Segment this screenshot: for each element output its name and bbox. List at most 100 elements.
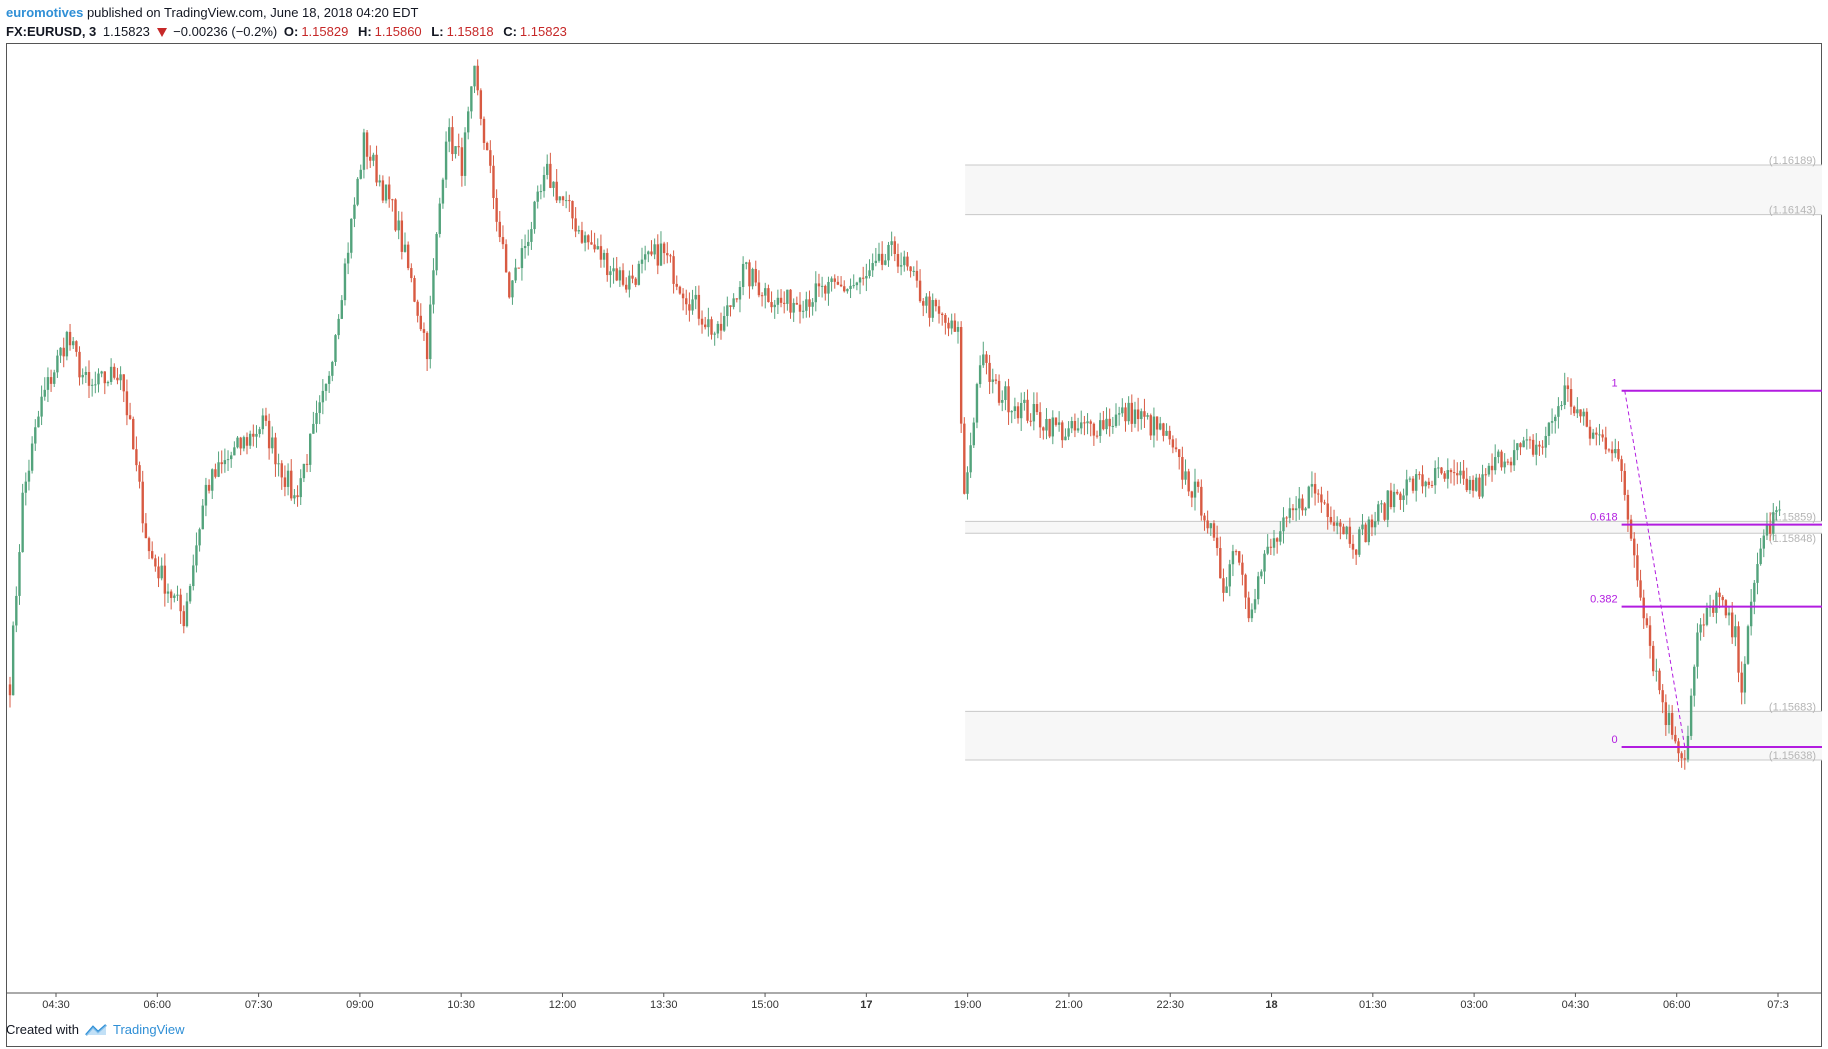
candle-body: [1269, 546, 1273, 548]
candle-body: [760, 295, 764, 297]
candle-body: [1484, 474, 1487, 476]
candle-body: [786, 289, 789, 304]
candle-body: [34, 427, 37, 444]
candle-body: [1206, 520, 1209, 529]
time-axis-label: 07:30: [245, 999, 273, 1011]
candle-body: [65, 331, 69, 357]
candle-body: [1699, 624, 1702, 633]
candle-body: [1737, 626, 1740, 673]
ohlc-line: FX:EURUSD, 3 1.15823 −0.00236 (−0.2%) O:…: [6, 23, 1816, 40]
time-axis-label: 21:00: [1055, 999, 1083, 1011]
candle-body: [1538, 444, 1541, 447]
candle-body: [982, 354, 985, 366]
time-axis-label: 12:00: [549, 999, 577, 1011]
candle-body: [473, 65, 476, 87]
candle-body: [805, 299, 808, 311]
candle-body: [1257, 576, 1260, 600]
candle-body: [1326, 503, 1329, 517]
candle-body: [43, 389, 46, 397]
candle-body: [416, 301, 419, 316]
candle-body: [343, 263, 347, 301]
candle-body: [609, 271, 612, 276]
candle-body: [1099, 420, 1102, 436]
candle-body: [1370, 519, 1374, 528]
candle-body: [1573, 406, 1576, 414]
candle-body: [1294, 508, 1298, 511]
low-value: 1.15818: [446, 24, 494, 39]
candle-body: [394, 199, 397, 231]
candle-body: [1361, 524, 1364, 530]
candle-body: [97, 373, 100, 385]
candle-body: [1016, 406, 1020, 419]
candle-body: [776, 297, 780, 305]
candle-body: [1452, 472, 1456, 474]
candle-body: [299, 478, 302, 498]
candle-body: [795, 302, 799, 305]
candle-body: [1636, 555, 1639, 581]
candle-body: [160, 565, 163, 579]
candle-body: [327, 375, 331, 384]
candle-body: [539, 191, 543, 193]
candle-body: [1718, 592, 1721, 597]
candle-body: [1661, 690, 1664, 703]
time-axis-label: 04:30: [1562, 999, 1590, 1011]
candle-body: [1083, 422, 1086, 424]
candle-body: [1598, 434, 1601, 436]
candle-body: [1386, 490, 1389, 520]
candle-body: [245, 437, 249, 446]
candle-body: [30, 443, 34, 471]
candle-body: [293, 495, 296, 499]
candle-body: [400, 220, 404, 252]
candle-body: [312, 423, 315, 434]
chart-frame[interactable]: [6, 43, 1822, 1047]
candle-body: [403, 244, 407, 252]
candle-body: [650, 251, 653, 255]
candle-body: [691, 299, 694, 311]
author-link[interactable]: euromotives: [6, 5, 84, 20]
time-axis-label: 03:00: [1460, 999, 1488, 1011]
candle-body: [21, 492, 24, 553]
candle-body: [571, 200, 574, 219]
candle-body: [252, 433, 255, 437]
candle-body: [438, 203, 441, 234]
candle-body: [274, 437, 277, 465]
candle-body: [764, 288, 767, 296]
candle-body: [1127, 402, 1130, 422]
candle-body: [1042, 427, 1045, 431]
candle-body: [195, 545, 198, 566]
candle-body: [814, 283, 817, 303]
candle-body: [217, 462, 220, 477]
candle-body: [634, 278, 637, 285]
candle-body: [163, 565, 167, 594]
candle-body: [555, 181, 558, 201]
candle-body: [37, 416, 40, 428]
candle-body: [1247, 597, 1250, 619]
candle-body: [688, 304, 691, 311]
candle-body: [1095, 435, 1099, 437]
candle-body: [817, 283, 821, 287]
candle-body: [1614, 448, 1617, 454]
candle-body: [716, 323, 720, 334]
candle-body: [546, 163, 549, 175]
candle-body: [1222, 578, 1225, 593]
candle-body: [375, 154, 378, 183]
candle-body: [226, 459, 230, 461]
candle-body: [963, 423, 966, 494]
candle-body: [1307, 486, 1310, 509]
time-axis-label: 06:00: [144, 999, 172, 1011]
candle-body: [1443, 473, 1446, 479]
candle-body: [1124, 407, 1127, 422]
candle-body: [1585, 411, 1589, 427]
candle-body: [1696, 632, 1699, 667]
candle-body: [1658, 670, 1661, 691]
price-chart[interactable]: (1.16189) (1.16143) (1.15859) (1.15848) (1.1…: [6, 43, 1822, 1019]
candle-body: [305, 463, 309, 465]
candle-body: [1193, 481, 1197, 498]
fib-level-label: 0: [1611, 734, 1617, 746]
candle-body: [612, 268, 615, 272]
candle-body: [1437, 467, 1440, 469]
candle-body: [116, 377, 119, 381]
tradingview-link[interactable]: TradingView: [112, 1022, 185, 1037]
candle-body: [944, 315, 947, 323]
candle-body: [577, 230, 580, 232]
